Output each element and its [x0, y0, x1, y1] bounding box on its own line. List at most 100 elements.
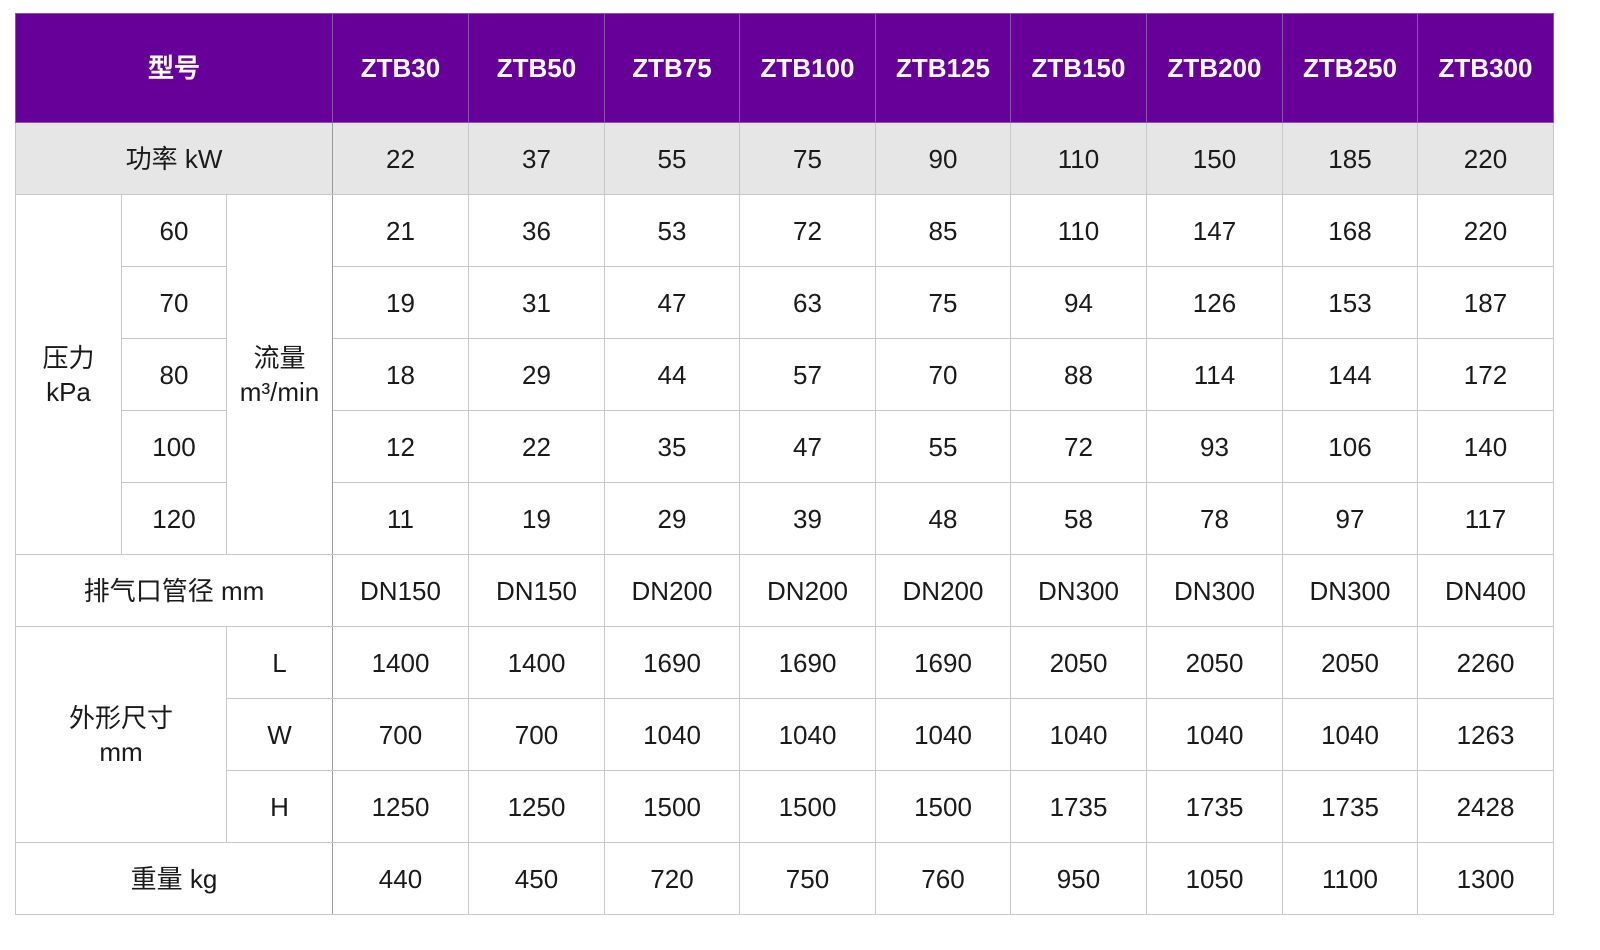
weight-value: 440 — [332, 842, 469, 915]
flow-value: 140 — [1417, 410, 1554, 483]
weight-value: 950 — [1010, 842, 1147, 915]
flow-value: 47 — [604, 266, 740, 339]
flow-row: 压力 kPa 60 流量 m³/min 21 36 53 72 85 110 147 168 220 — [15, 194, 1554, 555]
power-value: 185 — [1282, 122, 1418, 195]
power-value: 55 — [604, 122, 740, 195]
dimension-value: 1690 — [739, 626, 876, 699]
power-value: 75 — [739, 122, 876, 195]
weight-label: 重量 kg — [15, 842, 333, 915]
flow-value: 29 — [604, 482, 740, 555]
spec-table: 型号 ZTB30 ZTB50 ZTB75 ZTB100 ZTB125 ZTB150 ZTB20… — [15, 13, 1554, 915]
dimension-value: 1040 — [1010, 698, 1147, 771]
flow-value: 11 — [332, 482, 469, 555]
flow-value: 187 — [1417, 266, 1554, 339]
model-header: ZTB300 — [1417, 13, 1554, 123]
flow-value: 53 — [604, 194, 740, 267]
exhaust-value: DN200 — [875, 554, 1011, 627]
dimension-value: 700 — [332, 698, 469, 771]
flow-value: 58 — [1010, 482, 1147, 555]
power-value: 110 — [1010, 122, 1147, 195]
dimension-value: 1690 — [604, 626, 740, 699]
flow-value: 153 — [1282, 266, 1418, 339]
model-header: ZTB75 — [604, 13, 740, 123]
flow-value: 18 — [332, 338, 469, 411]
flow-value: 55 — [875, 410, 1011, 483]
flow-label: 流量 m³/min — [226, 194, 333, 555]
flow-value: 78 — [1146, 482, 1283, 555]
flow-value: 19 — [468, 482, 605, 555]
weight-value: 1050 — [1146, 842, 1283, 915]
flow-value: 94 — [1010, 266, 1147, 339]
dimension-value: 1040 — [1282, 698, 1418, 771]
model-header: ZTB125 — [875, 13, 1011, 123]
exhaust-value: DN300 — [1010, 554, 1147, 627]
dimension-value: 1735 — [1010, 770, 1147, 843]
dimension-row: H 1250 1250 1500 1500 1500 1735 1735 1735 2428 — [16, 770, 1554, 843]
exhaust-value: DN300 — [1146, 554, 1283, 627]
flow-value: 31 — [468, 266, 605, 339]
dimension-value: 2050 — [1146, 626, 1283, 699]
exhaust-value: DN150 — [468, 554, 605, 627]
flow-value: 168 — [1282, 194, 1418, 267]
flow-row: 100 12 22 35 47 55 72 93 106 140 — [16, 410, 1554, 483]
dimension-value: 1040 — [604, 698, 740, 771]
dimensions-label: 外形尺寸 mm — [15, 626, 227, 843]
dimension-value: 1040 — [875, 698, 1011, 771]
dimension-row: 外形尺寸 mm L 1400 1400 1690 1690 1690 2050 2050 2050… — [15, 626, 1554, 843]
flow-value: 110 — [1010, 194, 1147, 267]
dimension-name: W — [226, 698, 333, 771]
dimension-value: 700 — [468, 698, 605, 771]
weight-value: 760 — [875, 842, 1011, 915]
flow-value: 106 — [1282, 410, 1418, 483]
pressure-value: 120 — [121, 482, 227, 555]
dimension-value: 2050 — [1282, 626, 1418, 699]
flow-value: 12 — [332, 410, 469, 483]
model-header: ZTB100 — [739, 13, 876, 123]
flow-value: 144 — [1282, 338, 1418, 411]
dimension-value: 1500 — [604, 770, 740, 843]
power-value: 220 — [1417, 122, 1554, 195]
model-header: ZTB150 — [1010, 13, 1147, 123]
exhaust-value: DN400 — [1417, 554, 1554, 627]
dimension-value: 2050 — [1010, 626, 1147, 699]
exhaust-value: DN200 — [739, 554, 876, 627]
dimension-name: L — [226, 626, 333, 699]
flow-value: 35 — [604, 410, 740, 483]
flow-value: 57 — [739, 338, 876, 411]
flow-value: 19 — [332, 266, 469, 339]
exhaust-value: DN150 — [332, 554, 469, 627]
flow-value: 48 — [875, 482, 1011, 555]
pressure-value: 80 — [121, 338, 227, 411]
power-label: 功率 kW — [15, 122, 333, 195]
pressure-value: 70 — [121, 266, 227, 339]
flow-value: 117 — [1417, 482, 1554, 555]
dimension-value: 1250 — [468, 770, 605, 843]
flow-value: 114 — [1146, 338, 1283, 411]
dimension-name: H — [226, 770, 333, 843]
power-value: 22 — [332, 122, 469, 195]
flow-value: 39 — [739, 482, 876, 555]
pressure-value: 60 — [121, 194, 227, 267]
weight-value: 1100 — [1282, 842, 1418, 915]
exhaust-label: 排气口管径 mm — [15, 554, 333, 627]
flow-value: 36 — [468, 194, 605, 267]
dimension-value: 1735 — [1282, 770, 1418, 843]
weight-value: 720 — [604, 842, 740, 915]
flow-value: 29 — [468, 338, 605, 411]
dimension-value: 1400 — [332, 626, 469, 699]
dimension-value: 1040 — [1146, 698, 1283, 771]
flow-value: 85 — [875, 194, 1011, 267]
weight-value: 450 — [468, 842, 605, 915]
flow-value: 47 — [739, 410, 876, 483]
dimension-value: 1500 — [739, 770, 876, 843]
exhaust-value: DN200 — [604, 554, 740, 627]
flow-value: 220 — [1417, 194, 1554, 267]
pressure-value: 100 — [121, 410, 227, 483]
dimension-value: 2428 — [1417, 770, 1554, 843]
flow-value: 21 — [332, 194, 469, 267]
power-value: 37 — [468, 122, 605, 195]
flow-row: 120 11 19 29 39 48 58 78 97 117 — [16, 482, 1554, 555]
power-row: 功率 kW 22 37 55 75 90 110 150 185 220 — [15, 122, 1554, 195]
weight-row: 重量 kg 440 450 720 750 760 950 1050 1100 1300 — [15, 842, 1554, 915]
exhaust-row: 排气口管径 mm DN150 DN150 DN200 DN200 DN200 DN300 DN… — [15, 554, 1554, 627]
